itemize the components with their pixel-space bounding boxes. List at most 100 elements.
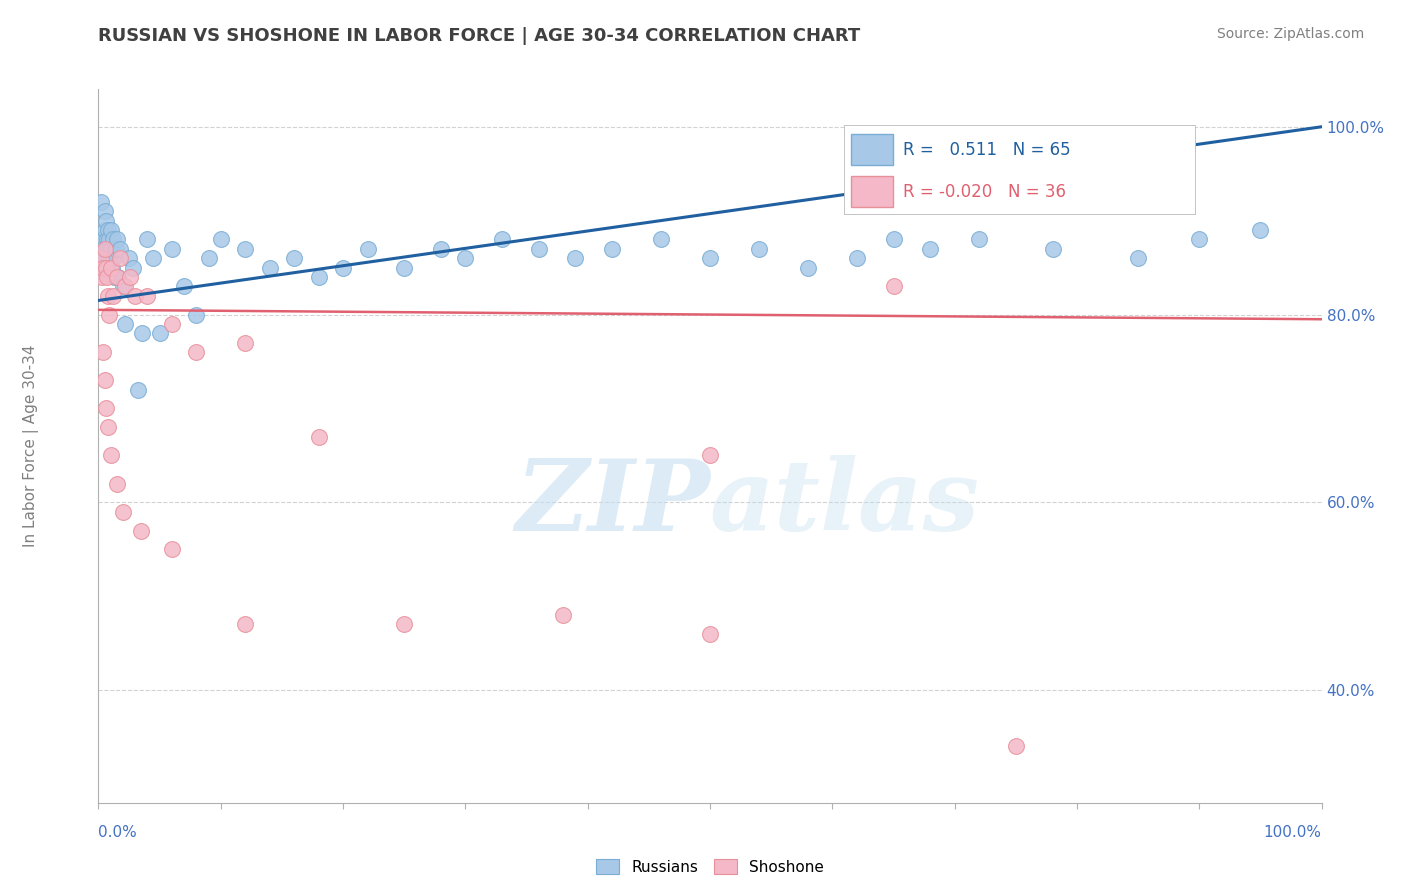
Point: [110, 251, 132, 265]
Point: [149, 326, 172, 341]
Point: [93, 373, 115, 387]
Point: [94, 242, 117, 256]
Point: [91, 260, 114, 275]
Point: [136, 289, 159, 303]
Point: [564, 251, 586, 265]
Point: [96, 251, 118, 265]
Point: [114, 279, 136, 293]
Point: [967, 232, 990, 246]
Text: atlas: atlas: [710, 455, 980, 551]
Point: [1128, 251, 1150, 265]
Point: [93, 204, 115, 219]
Point: [111, 279, 134, 293]
Point: [94, 401, 117, 416]
Point: [121, 260, 143, 275]
Point: [105, 270, 128, 285]
Point: [90, 251, 112, 265]
Point: [110, 242, 132, 256]
Point: [308, 429, 330, 443]
Text: 100.0%: 100.0%: [1264, 825, 1322, 840]
Point: [93, 251, 115, 265]
Point: [1042, 242, 1064, 256]
Point: [97, 242, 120, 256]
Point: [98, 308, 121, 322]
Text: R = -0.020   N = 36: R = -0.020 N = 36: [904, 183, 1066, 201]
Point: [699, 251, 721, 265]
Point: [120, 270, 142, 285]
Point: [233, 617, 256, 632]
Point: [131, 326, 153, 341]
Point: [699, 449, 721, 463]
Point: [101, 260, 124, 275]
Point: [600, 242, 623, 256]
Point: [259, 260, 281, 275]
Text: ZIP: ZIP: [515, 455, 710, 551]
Point: [105, 476, 128, 491]
Point: [209, 232, 232, 246]
Point: [91, 270, 114, 285]
Point: [356, 242, 378, 256]
Point: [98, 251, 121, 265]
Point: [100, 260, 122, 275]
Point: [332, 260, 354, 275]
Text: RUSSIAN VS SHOSHONE IN LABOR FORCE | AGE 30-34 CORRELATION CHART: RUSSIAN VS SHOSHONE IN LABOR FORCE | AGE…: [98, 27, 860, 45]
Point: [748, 242, 770, 256]
Point: [107, 270, 129, 285]
Text: Source: ZipAtlas.com: Source: ZipAtlas.com: [1216, 27, 1364, 41]
Point: [100, 223, 122, 237]
Point: [91, 232, 114, 246]
Point: [101, 251, 124, 265]
Point: [98, 232, 121, 246]
Point: [173, 279, 195, 293]
Point: [90, 194, 112, 209]
Point: [650, 232, 672, 246]
Point: [491, 232, 513, 246]
Point: [111, 505, 134, 519]
Point: [124, 289, 146, 303]
Point: [392, 260, 416, 275]
Text: 0.0%: 0.0%: [98, 825, 138, 840]
Text: In Labor Force | Age 30-34: In Labor Force | Age 30-34: [22, 344, 39, 548]
Point: [101, 289, 124, 303]
Point: [104, 242, 127, 256]
Point: [97, 223, 120, 237]
Point: [553, 607, 575, 622]
Point: [114, 317, 136, 331]
Point: [1004, 739, 1026, 754]
Point: [93, 223, 115, 237]
Point: [160, 542, 183, 557]
FancyBboxPatch shape: [851, 176, 893, 207]
Point: [308, 270, 330, 285]
Point: [699, 627, 721, 641]
Point: [91, 242, 114, 256]
Point: [283, 251, 305, 265]
Point: [160, 242, 183, 256]
Point: [94, 260, 117, 275]
Point: [136, 232, 159, 246]
Point: [94, 213, 117, 227]
Text: R =   0.511   N = 65: R = 0.511 N = 65: [904, 141, 1071, 159]
Point: [392, 617, 416, 632]
Point: [91, 260, 114, 275]
Point: [97, 420, 120, 434]
Point: [233, 335, 256, 350]
Point: [797, 260, 820, 275]
Point: [91, 251, 114, 265]
Point: [96, 232, 118, 246]
Point: [197, 251, 219, 265]
Point: [430, 242, 453, 256]
Point: [233, 242, 256, 256]
Point: [103, 270, 125, 285]
Point: [96, 270, 118, 285]
Point: [129, 524, 152, 538]
Point: [97, 289, 120, 303]
Point: [118, 251, 141, 265]
Point: [527, 242, 550, 256]
Point: [93, 242, 115, 256]
Point: [845, 251, 868, 265]
Point: [186, 308, 208, 322]
Point: [1249, 223, 1271, 237]
Point: [186, 345, 208, 359]
Point: [160, 317, 183, 331]
Point: [100, 242, 122, 256]
